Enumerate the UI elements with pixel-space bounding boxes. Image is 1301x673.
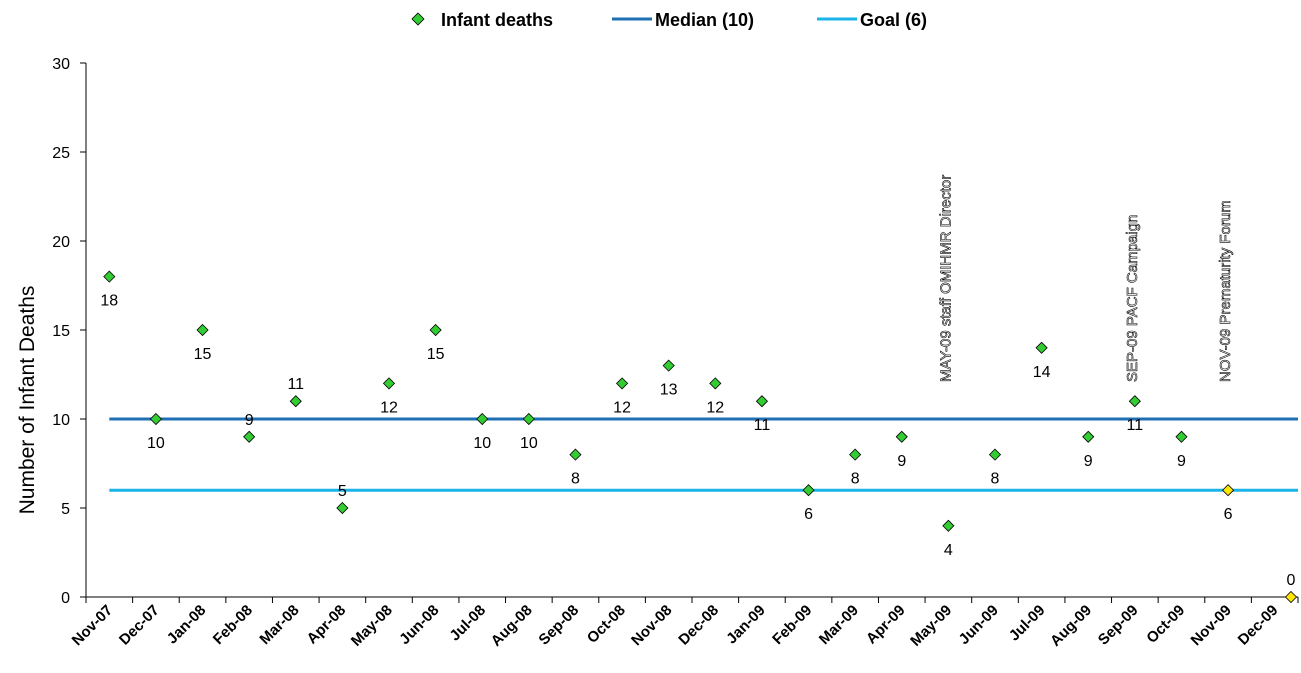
data-label: 11 bbox=[1127, 417, 1144, 434]
data-points: 18 10 15 9 11 5 12 15 10 10 8 12 13 12 11 6 8 9 4 8 14 9 11 9 6 0 bbox=[100, 270, 1298, 604]
data-label: 8 bbox=[991, 471, 1000, 488]
data-label: 12 bbox=[613, 399, 631, 416]
data-label: 11 bbox=[754, 417, 771, 434]
legend-label-median: Median (10) bbox=[655, 10, 754, 30]
data-label: 9 bbox=[1084, 453, 1093, 470]
data-label: 15 bbox=[427, 346, 445, 363]
data-point bbox=[942, 519, 955, 532]
x-tick-label: May-09 bbox=[907, 602, 955, 650]
x-tick-label: Nov-07 bbox=[69, 602, 116, 649]
y-tick-label: 30 bbox=[52, 56, 70, 73]
data-point bbox=[1175, 430, 1188, 443]
annotations: MAY-09 staff OMIHMR Director SEP-09 PACF … bbox=[937, 174, 1234, 382]
data-point bbox=[429, 323, 442, 337]
data-label: 12 bbox=[706, 399, 724, 416]
data-point bbox=[336, 501, 349, 515]
y-tick-label: 5 bbox=[61, 501, 70, 518]
x-tick-label: Apr-09 bbox=[863, 602, 909, 648]
legend-marker-infant-deaths bbox=[411, 12, 425, 26]
data-point bbox=[755, 395, 768, 408]
data-point bbox=[662, 359, 675, 372]
y-tick-label: 20 bbox=[52, 234, 70, 251]
x-tick-label: Jun-08 bbox=[396, 602, 442, 648]
data-label: 9 bbox=[897, 453, 906, 470]
x-tick-label: May-08 bbox=[348, 602, 396, 650]
y-axis-title: Number of Infant Deaths bbox=[16, 286, 39, 515]
annotation-label: SEP-09 PACF Campaign bbox=[1124, 215, 1141, 382]
annotation-label: MAY-09 staff OMIHMR Director bbox=[937, 175, 954, 382]
data-label: 12 bbox=[380, 399, 398, 416]
data-label: 10 bbox=[520, 435, 538, 452]
data-point bbox=[1035, 341, 1048, 354]
data-point bbox=[476, 412, 489, 426]
x-tick-label: Aug-09 bbox=[1047, 602, 1095, 650]
data-label: 8 bbox=[851, 471, 860, 488]
x-tick-label: Mar-09 bbox=[816, 602, 862, 648]
x-tick-label: Dec-08 bbox=[675, 602, 722, 649]
data-point bbox=[243, 430, 256, 443]
reference-lines bbox=[109, 417, 1298, 492]
y-tick-label: 0 bbox=[61, 590, 70, 607]
data-label: 10 bbox=[473, 435, 491, 452]
x-tick-label: Aug-08 bbox=[488, 602, 536, 650]
annotation-label: NOV-09 Prematurity Forum bbox=[1217, 200, 1234, 382]
data-label: 6 bbox=[804, 506, 813, 523]
x-tick-label: Nov-09 bbox=[1188, 602, 1235, 649]
data-point bbox=[616, 377, 629, 390]
x-tick-label: Jul-08 bbox=[446, 602, 489, 645]
data-label: 15 bbox=[194, 346, 212, 363]
data-label: 14 bbox=[1033, 364, 1051, 381]
data-label: 6 bbox=[1224, 506, 1233, 523]
x-tick-label: Jan-08 bbox=[164, 602, 210, 648]
x-tick-label: Nov-08 bbox=[628, 602, 675, 649]
x-tick-label: Sep-09 bbox=[1095, 602, 1142, 649]
data-point bbox=[1082, 430, 1095, 443]
data-point bbox=[802, 484, 815, 497]
y-tick-label: 15 bbox=[52, 323, 70, 340]
data-label: 5 bbox=[338, 483, 347, 500]
data-label: 8 bbox=[571, 471, 580, 488]
x-tick-label: Jan-09 bbox=[723, 602, 769, 648]
x-tick-label: Mar-08 bbox=[256, 602, 302, 648]
data-label: 9 bbox=[245, 412, 254, 429]
data-point bbox=[196, 323, 209, 337]
x-tick-label: Sep-08 bbox=[535, 602, 582, 649]
x-tick-label: Feb-09 bbox=[769, 602, 815, 648]
data-point bbox=[895, 430, 908, 443]
legend-label-goal: Goal (6) bbox=[860, 10, 927, 30]
data-point bbox=[149, 412, 162, 426]
data-point bbox=[289, 395, 302, 408]
data-point bbox=[988, 448, 1002, 461]
x-tick-label: Feb-08 bbox=[210, 602, 256, 648]
x-tick-label: Dec-07 bbox=[116, 602, 163, 649]
data-point bbox=[1222, 484, 1235, 497]
data-label: 10 bbox=[147, 435, 165, 452]
x-tick-label: Apr-08 bbox=[304, 602, 350, 648]
data-point bbox=[709, 377, 722, 390]
legend: Infant deaths Median (10) Goal (6) bbox=[411, 10, 927, 30]
data-point bbox=[522, 412, 535, 426]
data-point bbox=[849, 448, 862, 461]
x-tick-label: Jul-09 bbox=[1006, 602, 1049, 645]
data-point bbox=[1128, 395, 1141, 408]
data-point bbox=[569, 448, 582, 461]
data-label: 9 bbox=[1177, 453, 1186, 470]
data-label: 18 bbox=[100, 293, 118, 310]
data-point bbox=[1284, 590, 1298, 604]
x-tick-label: Jun-09 bbox=[956, 602, 1002, 648]
data-point bbox=[103, 270, 116, 283]
data-label: 0 bbox=[1287, 572, 1296, 589]
data-label: 11 bbox=[287, 376, 304, 393]
data-label: 13 bbox=[660, 382, 678, 399]
data-label: 4 bbox=[944, 542, 953, 559]
y-tick-label: 10 bbox=[52, 412, 70, 429]
x-tick-label: Oct-09 bbox=[1143, 602, 1188, 647]
y-tick-label: 25 bbox=[52, 145, 70, 162]
data-point bbox=[382, 377, 396, 390]
legend-label-infant-deaths: Infant deaths bbox=[441, 10, 553, 30]
x-tick-label: Oct-08 bbox=[584, 602, 629, 647]
x-tick-label: Dec-09 bbox=[1235, 602, 1282, 649]
